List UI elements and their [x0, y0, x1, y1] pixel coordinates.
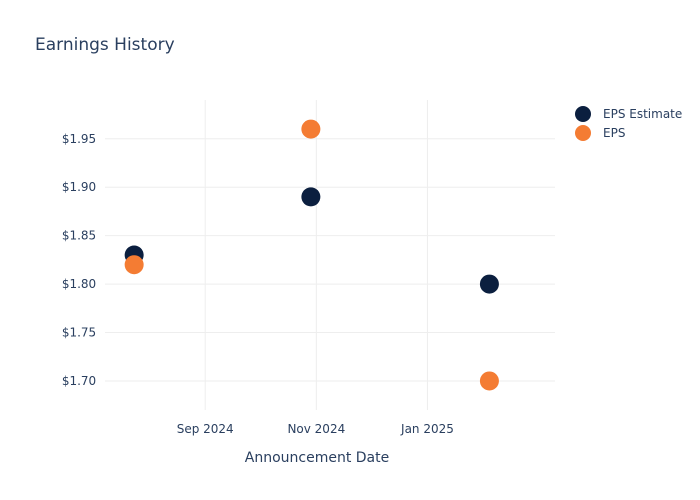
x-tick-label: Jan 2025 — [400, 422, 454, 436]
data-point[interactable] — [301, 119, 321, 139]
legend-label: EPS Estimate — [603, 107, 682, 121]
chart-title: Earnings History — [35, 35, 175, 55]
y-tick-label: $1.95 — [62, 132, 96, 146]
x-axis-title: Announcement Date — [245, 450, 389, 466]
x-axis-ticks: Sep 2024 Nov 2024 Jan 2025 — [177, 422, 454, 436]
data-point[interactable] — [301, 187, 321, 207]
data-point[interactable] — [479, 274, 499, 294]
y-tick-label: $1.80 — [62, 277, 96, 291]
x-tick-label: Sep 2024 — [177, 422, 234, 436]
legend-label: EPS — [603, 126, 625, 140]
series-eps-estimate — [124, 187, 499, 294]
y-tick-label: $1.90 — [62, 180, 96, 194]
y-tick-label: $1.75 — [62, 326, 96, 340]
legend[interactable]: EPS Estimate EPS — [575, 106, 682, 141]
y-tick-label: $1.85 — [62, 229, 96, 243]
data-point[interactable] — [479, 371, 499, 391]
legend-marker — [575, 106, 591, 122]
legend-item[interactable]: EPS Estimate — [575, 106, 682, 122]
legend-marker — [575, 125, 591, 141]
data-points — [124, 119, 499, 391]
grid — [105, 100, 555, 410]
data-point[interactable] — [124, 255, 144, 275]
series-eps — [124, 119, 499, 391]
x-tick-label: Nov 2024 — [287, 422, 345, 436]
y-tick-label: $1.70 — [62, 374, 96, 388]
y-axis-ticks: $1.70 $1.75 $1.80 $1.85 $1.90 $1.95 — [62, 132, 96, 388]
legend-item[interactable]: EPS — [575, 125, 625, 141]
